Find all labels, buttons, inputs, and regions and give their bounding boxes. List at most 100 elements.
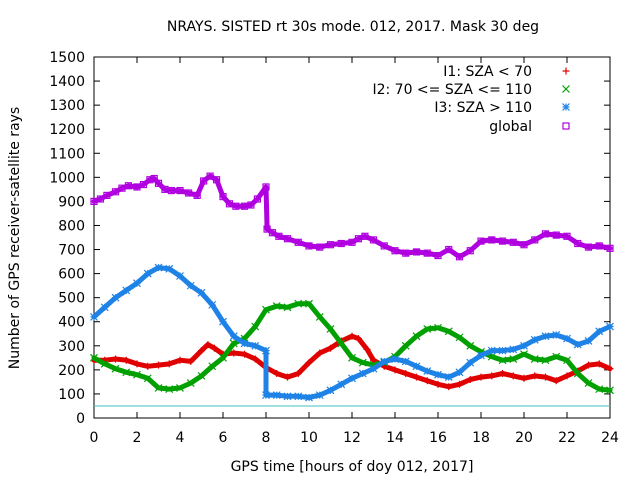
data-point <box>606 386 614 395</box>
y-tick-label: 1200 <box>49 122 85 138</box>
data-point <box>240 339 249 348</box>
data-point <box>509 355 518 363</box>
data-point <box>423 325 432 333</box>
data-point <box>208 300 217 309</box>
y-tick-label: 700 <box>58 243 85 259</box>
data-point <box>423 367 432 375</box>
data-point <box>434 323 442 332</box>
data-point <box>585 361 592 369</box>
data-point <box>520 350 528 359</box>
data-point <box>348 353 356 362</box>
data-point <box>326 386 335 395</box>
x-tick-label: 16 <box>429 430 447 446</box>
data-point <box>124 182 133 190</box>
data-point <box>90 353 98 362</box>
data-point <box>253 195 261 203</box>
data-point <box>143 374 152 383</box>
data-point <box>530 355 539 363</box>
data-point <box>348 374 356 383</box>
data-point <box>520 374 528 382</box>
data-point <box>186 379 195 388</box>
data-point <box>401 341 410 350</box>
data-point <box>402 249 410 257</box>
data-point <box>200 177 208 185</box>
data-point <box>176 383 184 392</box>
data-point <box>337 339 346 348</box>
data-point <box>273 369 281 377</box>
data-point <box>283 303 292 312</box>
data-point <box>391 355 399 363</box>
data-point <box>176 356 184 364</box>
data-point <box>423 377 431 385</box>
data-point <box>155 361 162 369</box>
data-point <box>391 366 399 374</box>
data-point <box>139 180 148 189</box>
data-point <box>251 355 259 363</box>
x-axis: 0 2 4 6 8 10 12 14 16 18 20 22 24 <box>90 57 619 446</box>
data-point <box>584 337 593 345</box>
data-point <box>573 369 582 378</box>
data-point <box>358 369 367 378</box>
data-point <box>262 183 270 191</box>
data-point <box>363 345 371 353</box>
data-point <box>315 312 324 321</box>
data-point <box>466 247 474 255</box>
data-point <box>541 230 550 238</box>
data-point <box>219 317 227 326</box>
data-point <box>165 360 173 368</box>
data-point <box>488 372 496 380</box>
data-point <box>251 341 260 350</box>
legend-label-i3: I3: SZA > 110 <box>434 100 532 116</box>
data-point <box>186 281 195 290</box>
y-tick-label: 0 <box>76 411 85 427</box>
data-point <box>563 356 571 365</box>
data-point <box>380 242 388 250</box>
data-point <box>520 341 528 350</box>
x-tick-label: 12 <box>343 430 361 446</box>
data-point <box>294 369 302 377</box>
data-point <box>210 344 218 352</box>
data-point <box>305 242 313 250</box>
data-point <box>477 373 485 381</box>
data-point <box>326 325 335 333</box>
data-point <box>595 385 604 394</box>
data-point <box>402 369 410 377</box>
data-point <box>90 312 98 321</box>
data-point <box>584 379 593 388</box>
data-point <box>100 359 109 368</box>
data-point <box>466 375 474 383</box>
data-point <box>111 293 120 302</box>
data-point <box>584 243 593 251</box>
data-point <box>445 245 453 254</box>
data-point <box>531 236 539 244</box>
data-point <box>154 179 163 187</box>
data-point <box>283 235 292 243</box>
data-point <box>187 357 195 365</box>
data-point <box>531 372 539 380</box>
data-point <box>498 346 507 355</box>
y-tick-label: 400 <box>58 315 85 331</box>
data-point <box>455 333 464 342</box>
y-tick-label: 1100 <box>49 146 85 162</box>
data-point <box>96 195 105 203</box>
data-point <box>477 351 485 360</box>
data-point <box>283 392 292 401</box>
legend: I1: SZA < 70 I2: 70 <= SZA <= 110 I3: SZ… <box>372 64 570 135</box>
data-point <box>434 251 442 260</box>
data-point <box>263 225 271 233</box>
data-point <box>358 358 367 367</box>
data-point <box>154 263 163 272</box>
data-point <box>232 202 240 210</box>
data-point <box>305 393 313 402</box>
data-point <box>262 305 270 314</box>
x-tick-label: 14 <box>386 430 404 446</box>
data-point <box>165 264 174 273</box>
data-point <box>219 192 227 201</box>
data-point <box>112 355 119 363</box>
data-point <box>337 380 346 389</box>
data-point <box>563 334 571 343</box>
y-tick-label: 500 <box>58 291 85 307</box>
y-tick-label: 1500 <box>49 50 85 66</box>
data-point <box>294 392 303 401</box>
x-tick-label: 4 <box>176 430 185 446</box>
